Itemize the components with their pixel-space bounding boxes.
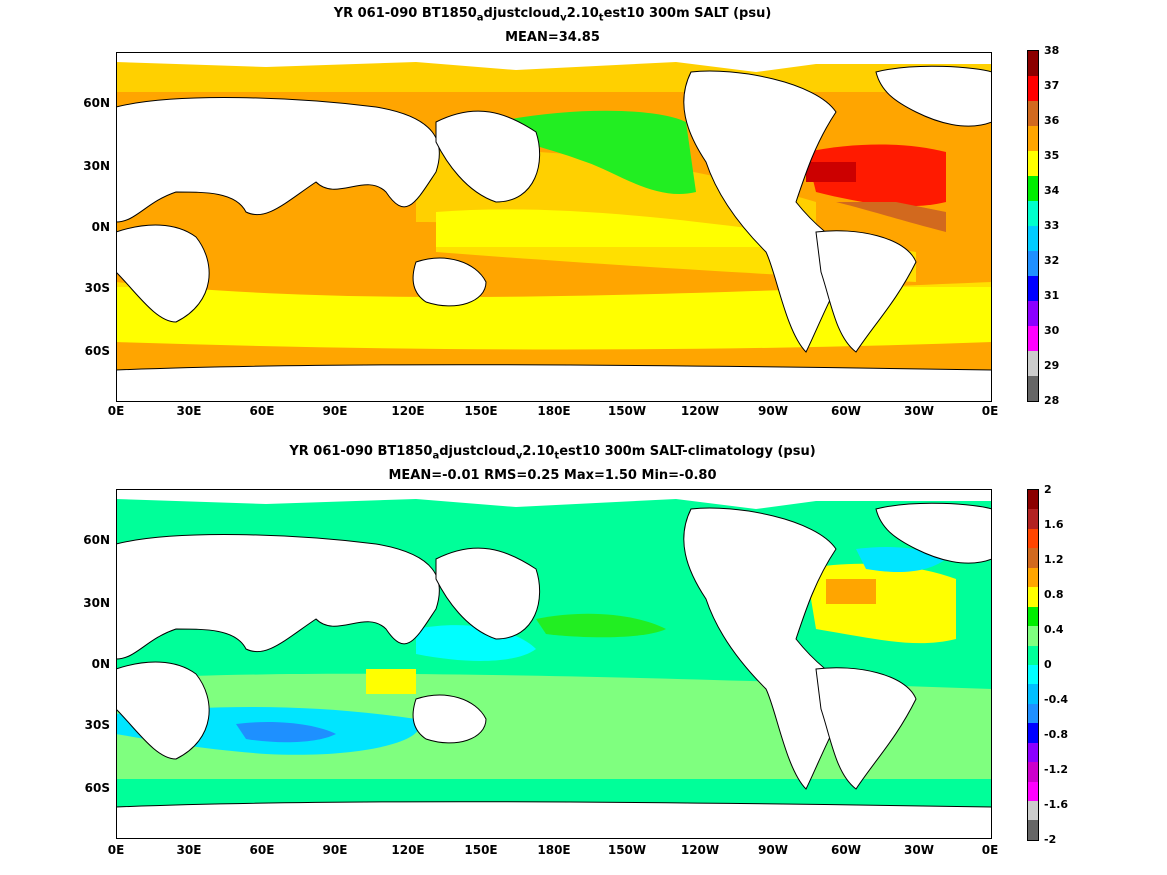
colorbar-tick-label: 0 [1044, 658, 1052, 671]
colorbar-segment [1028, 509, 1038, 529]
top-lon-label: 90E [322, 404, 348, 418]
bottom-lon-label: 30W [904, 843, 934, 857]
colorbar-tick-label: 32 [1044, 254, 1060, 267]
colorbar-tick-label: 0.4 [1044, 623, 1064, 636]
colorbar-tick-label: 36 [1044, 114, 1060, 127]
colorbar-segment [1028, 276, 1038, 301]
colorbar-tick-label: 33 [1044, 219, 1060, 232]
colorbar-segment [1028, 548, 1038, 568]
colorbar-tick-label: 37 [1044, 79, 1060, 92]
bottom-lon-label: 0E [107, 843, 125, 857]
colorbar-segment [1028, 301, 1038, 326]
top-salinity-map [116, 52, 992, 402]
bottom-lat-label: 60N [83, 533, 110, 547]
colorbar-tick-label: -0.8 [1044, 728, 1069, 741]
colorbar-segment [1028, 781, 1038, 801]
colorbar-segment [1028, 626, 1038, 646]
top-lat-label: 60S [84, 344, 110, 358]
bottom-stats: MEAN=-0.01 RMS=0.25 Max=1.50 Min=-0.80 [388, 468, 717, 483]
colorbar-tick-label: 35 [1044, 149, 1060, 162]
colorbar-segment [1028, 703, 1038, 724]
bottom-lon-label: 0E [981, 843, 999, 857]
top-lon-label: 120E [391, 404, 425, 418]
bottom-lon-label: 60E [249, 843, 275, 857]
colorbar-segment [1028, 101, 1038, 126]
top-title: YR 061-090 BT1850adjustcloudv2.10test10 … [333, 6, 772, 24]
colorbar-segment [1028, 528, 1038, 549]
colorbar-tick-label: 1.2 [1044, 553, 1064, 566]
colorbar-segment [1028, 723, 1038, 743]
colorbar-segment [1028, 51, 1038, 76]
colorbar-segment [1028, 376, 1038, 401]
top-lon-label: 150E [464, 404, 498, 418]
colorbar-segment [1028, 742, 1038, 763]
colorbar-tick-label: 29 [1044, 359, 1060, 372]
colorbar-segment [1028, 664, 1038, 685]
colorbar-tick-label: 2 [1044, 483, 1052, 496]
top-lon-label: 60W [831, 404, 861, 418]
top-lon-label: 120W [680, 404, 720, 418]
bottom-lon-label: 150E [464, 843, 498, 857]
bottom-anomaly-map [116, 489, 992, 839]
colorbar-tick-label: 0.8 [1044, 588, 1064, 601]
colorbar-segment [1028, 251, 1038, 276]
colorbar-tick-label: -1.6 [1044, 798, 1069, 811]
bottom-lat-label: 60S [84, 781, 110, 795]
top-lon-label: 0E [981, 404, 999, 418]
colorbar-segment [1028, 326, 1038, 351]
colorbar-segment [1028, 226, 1038, 251]
colorbar-segment [1028, 587, 1038, 607]
colorbar-segment [1028, 126, 1038, 151]
colorbar-segment [1028, 645, 1038, 665]
bottom-lon-label: 180E [537, 843, 571, 857]
top-lon-label: 180E [537, 404, 571, 418]
top-stats: MEAN=34.85 [505, 30, 600, 45]
colorbar-segment [1028, 151, 1038, 176]
colorbar-segment [1028, 351, 1038, 376]
colorbar-tick-label: 31 [1044, 289, 1060, 302]
colorbar-tick-label: 28 [1044, 394, 1060, 407]
colorbar-tick-label: 38 [1044, 44, 1060, 57]
colorbar-segment [1028, 762, 1038, 782]
colorbar-tick-label: 1.6 [1044, 518, 1064, 531]
top-lon-label: 60E [249, 404, 275, 418]
bottom-lon-label: 30E [176, 843, 202, 857]
colorbar-tick-label: -0.4 [1044, 693, 1069, 706]
colorbar-segment [1028, 567, 1038, 588]
bottom-lat-label: 30N [83, 596, 110, 610]
bottom-lon-label: 90E [322, 843, 348, 857]
bottom-title: YR 061-090 BT1850adjustcloudv2.10test10 … [289, 444, 816, 462]
bottom-colorbar [1027, 489, 1039, 841]
top-lat-label: 30N [83, 159, 110, 173]
top-lon-label: 90W [758, 404, 788, 418]
bottom-lon-label: 120W [680, 843, 720, 857]
colorbar-segment [1028, 801, 1038, 821]
colorbar-segment [1028, 820, 1038, 840]
bottom-lon-label: 150W [607, 843, 647, 857]
colorbar-tick-label: 34 [1044, 184, 1060, 197]
colorbar-segment [1028, 76, 1038, 101]
top-lon-label: 150W [607, 404, 647, 418]
bottom-lat-label: 30S [84, 718, 110, 732]
colorbar-tick-label: 30 [1044, 324, 1060, 337]
top-lat-label: 0N [91, 220, 110, 234]
top-lon-label: 30E [176, 404, 202, 418]
colorbar-segment [1028, 606, 1038, 627]
colorbar-segment [1028, 684, 1038, 704]
top-lat-label: 60N [83, 96, 110, 110]
bottom-lon-label: 120E [391, 843, 425, 857]
colorbar-segment [1028, 201, 1038, 226]
colorbar-segment [1028, 176, 1038, 201]
top-lon-label: 30W [904, 404, 934, 418]
top-colorbar [1027, 50, 1039, 402]
bottom-lon-label: 60W [831, 843, 861, 857]
bottom-lat-label: 0N [91, 657, 110, 671]
colorbar-segment [1028, 490, 1038, 510]
colorbar-tick-label: -2 [1044, 833, 1057, 846]
bottom-lon-label: 90W [758, 843, 788, 857]
colorbar-tick-label: -1.2 [1044, 763, 1069, 776]
top-lon-label: 0E [107, 404, 125, 418]
top-lat-label: 30S [84, 281, 110, 295]
